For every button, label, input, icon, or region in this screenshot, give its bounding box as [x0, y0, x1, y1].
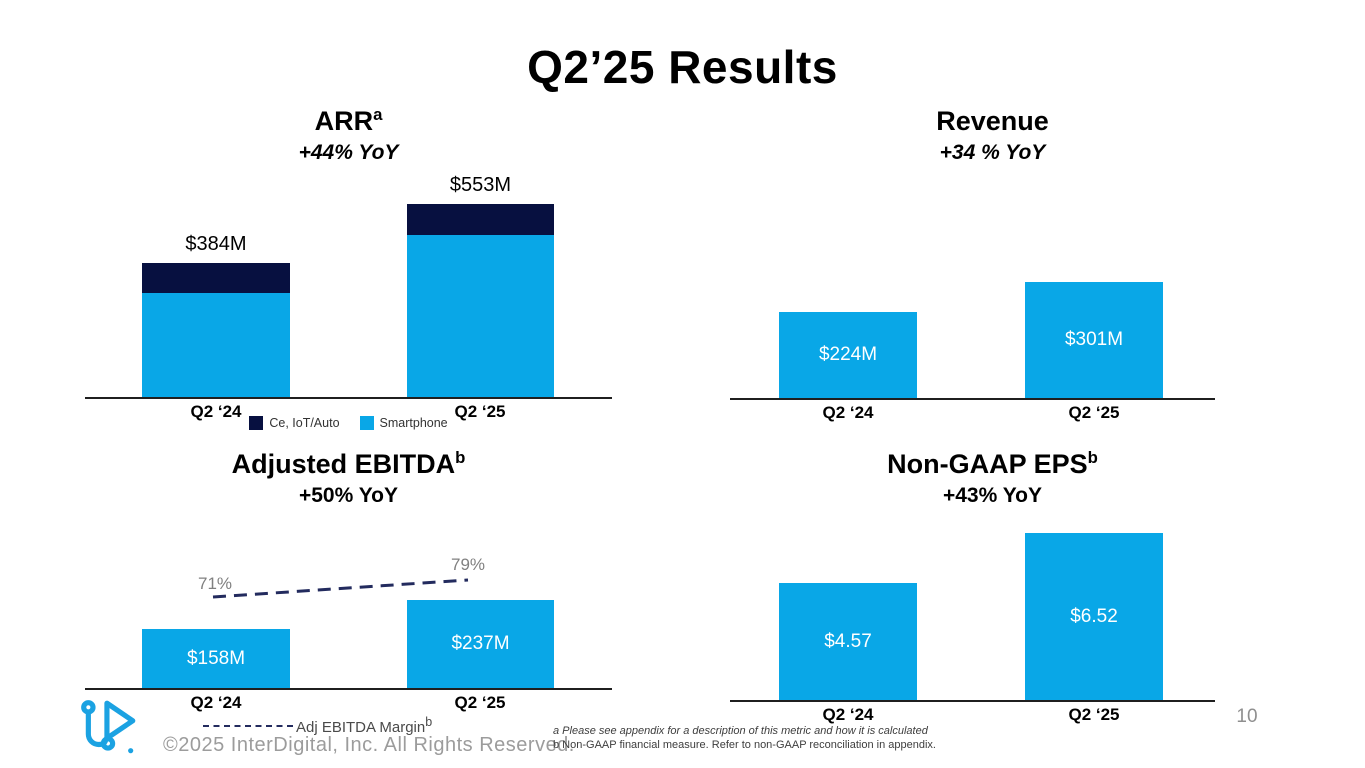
ebitda-chart-title: Adjusted EBITDAb: [85, 443, 612, 479]
ebitda-margin-q225-label: 79%: [450, 555, 486, 574]
bar-total-label: $553M: [449, 174, 512, 196]
bar-segment-ce-iot-auto: [142, 263, 290, 293]
bar-value-label: $224M: [818, 344, 878, 365]
ebitda-margin-q224-label: 71%: [197, 574, 233, 593]
copyright-text: ©2025 InterDigital, Inc. All Rights Rese…: [163, 734, 575, 756]
footnote-a: a Please see appendix for a description …: [553, 725, 928, 737]
revenue-category-q224: Q2 ‘24: [822, 403, 874, 422]
legend-item-ce-iot-auto: Ce, IoT/Auto: [249, 416, 340, 430]
eps-chart-head: Non-GAAP EPSb +43% YoY: [750, 443, 1235, 509]
ebitda-title-text: Adjusted EBITDA: [231, 449, 456, 479]
arr-chart-head: ARRa +44% YoY: [85, 100, 612, 166]
legend-label-ce-iot-auto: Ce, IoT/Auto: [269, 416, 340, 430]
bar-value-label: $301M: [1064, 329, 1124, 350]
arr-legend: Ce, IoT/Auto Smartphone: [85, 416, 612, 430]
ebitda-margin-dashed-line: [212, 578, 469, 599]
page-number: 10: [1236, 706, 1258, 727]
ebitda-margin-legend-label: Adj EBITDA Marginb: [296, 715, 432, 736]
revenue-plot-area: $224M $301M: [730, 200, 1215, 400]
bar: $237M: [407, 600, 554, 688]
margin-legend-superscript: b: [425, 715, 433, 729]
revenue-chart: Revenue +34 % YoY $224M $301M Q2 ‘24 Q2 ‘…: [730, 100, 1215, 445]
ebitda-chart-subtitle: +50% YoY: [298, 484, 399, 507]
ebitda-chart-head: Adjusted EBITDAb +50% YoY: [85, 443, 612, 509]
margin-legend-text: Adj EBITDA Margin: [296, 719, 426, 736]
adjusted-ebitda-chart: Adjusted EBITDAb +50% YoY 71% 79% $158M $…: [85, 443, 612, 743]
legend-label-smartphone: Smartphone: [379, 416, 448, 430]
ebitda-plot-area: $158M $237M: [85, 588, 612, 690]
revenue-chart-title: Revenue: [750, 100, 1235, 136]
bar-segment-smartphone: [142, 293, 290, 397]
bar-segment-smartphone: [407, 235, 554, 397]
bar-segment-ce-iot-auto: [407, 204, 554, 235]
non-gaap-eps-chart: Non-GAAP EPSb +43% YoY $4.57 $6.52 Q2 ‘24…: [730, 443, 1215, 743]
arr-title-text: ARR: [314, 106, 374, 136]
bar: $301M: [1025, 282, 1163, 398]
arr-title-superscript: a: [373, 105, 383, 124]
eps-category-q224: Q2 ‘24: [822, 705, 874, 724]
revenue-chart-head: Revenue +34 % YoY: [750, 100, 1235, 166]
bar-value-label: $4.57: [824, 630, 872, 652]
revenue-category-q225: Q2 ‘25: [1068, 403, 1120, 422]
ebitda-category-q224: Q2 ‘24: [190, 693, 242, 712]
eps-chart-subtitle: +43% YoY: [942, 484, 1043, 507]
interdigital-logo-icon: [81, 700, 136, 754]
bar: $158M: [142, 629, 290, 688]
bar-value-label: $158M: [186, 647, 246, 669]
arr-chart-subtitle: +44% YoY: [298, 141, 399, 164]
interdigital-logo: [78, 697, 140, 761]
revenue-chart-subtitle: +34 % YoY: [939, 141, 1046, 164]
bar-total-label: $384M: [185, 233, 247, 255]
arr-category-q224: Q2 ‘24: [190, 402, 242, 421]
bar-value-label: $6.52: [1070, 605, 1118, 627]
footnote-b: b Non-GAAP financial measure. Refer to n…: [553, 738, 936, 751]
ebitda-margin-legend: Adj EBITDA Marginb: [203, 715, 432, 736]
dashed-line-swatch-icon: [203, 724, 293, 727]
arr-chart: ARRa +44% YoY $384M $553M Q2 ‘24 Q2 ‘25 C…: [85, 100, 612, 445]
legend-item-smartphone: Smartphone: [359, 416, 448, 430]
revenue-title-text: Revenue: [936, 106, 1049, 136]
ebitda-title-superscript: b: [455, 448, 466, 467]
eps-title-superscript: b: [1087, 448, 1098, 467]
eps-title-text: Non-GAAP EPS: [887, 449, 1088, 479]
smartphone-swatch-icon: [359, 416, 374, 430]
arr-category-q225: Q2 ‘25: [454, 402, 506, 421]
eps-chart-title: Non-GAAP EPSb: [750, 443, 1235, 479]
eps-plot-area: $4.57 $6.52: [730, 533, 1215, 702]
footnotes: a Please see appendix for a description …: [553, 725, 1023, 752]
bar: $224M: [779, 312, 917, 398]
bar: $4.57: [779, 583, 917, 700]
bar: $6.52: [1025, 533, 1163, 700]
ce-iot-auto-swatch-icon: [249, 416, 264, 430]
bar-value-label: $237M: [451, 633, 510, 654]
arr-plot-area: $384M $553M: [85, 174, 612, 399]
arr-chart-title: ARRa: [85, 100, 612, 136]
ebitda-category-q225: Q2 ‘25: [454, 693, 506, 712]
eps-category-q225: Q2 ‘25: [1068, 705, 1120, 724]
page-title: Q2’25 Results: [527, 41, 838, 93]
